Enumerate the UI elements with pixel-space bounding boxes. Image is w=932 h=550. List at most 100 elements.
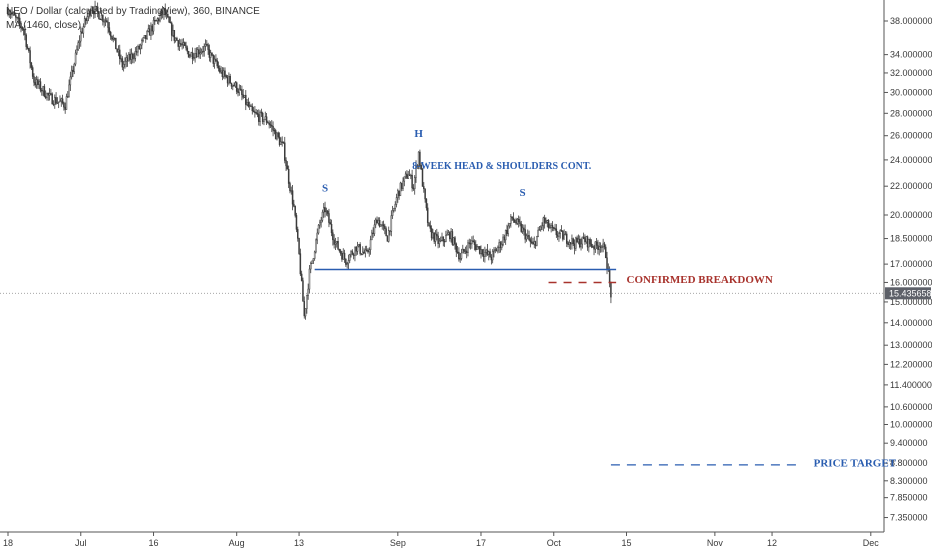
candle — [254, 106, 256, 118]
candle — [112, 34, 115, 43]
candle — [507, 222, 510, 237]
candle — [367, 248, 369, 254]
candle — [410, 173, 412, 180]
candle — [233, 82, 235, 87]
candle — [277, 131, 280, 139]
candle — [472, 235, 474, 243]
candle — [335, 240, 338, 248]
candle — [552, 226, 555, 232]
candle — [28, 47, 30, 53]
candle — [131, 52, 134, 64]
candle — [74, 49, 77, 67]
candle — [278, 132, 281, 147]
candle — [52, 100, 55, 107]
candle — [221, 67, 224, 81]
candle — [572, 237, 574, 246]
candle — [421, 167, 424, 187]
candle — [560, 225, 563, 233]
candle — [124, 57, 126, 69]
candle — [537, 226, 539, 238]
candle — [511, 216, 513, 221]
candle — [382, 220, 385, 231]
candle — [193, 53, 195, 61]
candle — [164, 3, 166, 18]
candle — [238, 84, 241, 96]
candle — [371, 229, 373, 241]
candle — [495, 247, 498, 252]
y-tick-label: 22.000000 — [890, 181, 932, 191]
candle — [212, 54, 215, 68]
candle — [413, 175, 416, 195]
candle — [241, 85, 243, 101]
candle — [464, 246, 467, 255]
candle — [102, 14, 104, 26]
candle — [65, 93, 68, 110]
candle — [51, 92, 53, 105]
candle — [48, 88, 51, 101]
candle — [348, 253, 351, 264]
y-tick-label: 9.400000 — [890, 438, 928, 448]
candle — [303, 296, 306, 319]
candle — [578, 235, 581, 249]
candle — [554, 223, 556, 231]
candle — [412, 184, 415, 191]
candle — [67, 91, 69, 98]
candle — [501, 240, 503, 251]
x-axis[interactable]: 18 Jul 16 Aug 13 Sep 17 Oct 15 Nov 12 Dec — [0, 531, 884, 548]
candle — [489, 248, 491, 258]
candle — [159, 10, 161, 23]
candle — [337, 237, 339, 250]
candle — [403, 176, 406, 187]
candle — [498, 239, 500, 254]
candle — [141, 38, 143, 50]
candle — [389, 230, 391, 236]
candle — [247, 97, 250, 108]
candle — [341, 251, 343, 262]
candle — [239, 84, 242, 91]
candle — [528, 230, 530, 241]
candle — [471, 236, 473, 249]
candle — [285, 157, 287, 171]
candle — [89, 9, 91, 19]
candle — [358, 243, 360, 248]
candle — [111, 35, 113, 41]
candle — [160, 10, 163, 20]
candle — [385, 226, 387, 237]
candles[interactable] — [7, 0, 612, 320]
candle — [181, 38, 183, 50]
candle — [312, 258, 315, 265]
candle — [235, 81, 238, 95]
candle — [343, 249, 346, 263]
candle — [251, 103, 254, 115]
annotation-label: CONFIRMED BREAKDOWN — [627, 274, 773, 286]
candle — [68, 79, 70, 98]
candle — [529, 237, 532, 248]
y-axis[interactable]: 38.000000 34.000000 32.000000 30.000000 28.0… — [883, 0, 932, 532]
candle — [93, 6, 95, 19]
candle — [374, 217, 377, 229]
candle — [593, 245, 595, 256]
candle — [577, 234, 580, 245]
y-tick-label: 16.000000 — [890, 277, 932, 287]
y-tick-label: 14.000000 — [890, 318, 932, 328]
candle — [202, 46, 204, 57]
candle — [170, 21, 173, 42]
candle — [320, 216, 322, 228]
candle — [354, 246, 356, 262]
candle — [265, 113, 268, 125]
candle — [22, 27, 25, 36]
candle — [206, 40, 208, 47]
candle — [282, 141, 285, 144]
candle — [55, 92, 57, 105]
candle — [430, 225, 433, 241]
candle — [297, 226, 299, 242]
candle — [571, 234, 573, 250]
candle — [96, 2, 99, 18]
candle — [271, 119, 273, 133]
candle — [610, 281, 612, 304]
candle — [234, 81, 237, 88]
candle — [599, 242, 602, 253]
y-tick-label: 28.000000 — [890, 108, 932, 118]
candle — [24, 25, 26, 41]
